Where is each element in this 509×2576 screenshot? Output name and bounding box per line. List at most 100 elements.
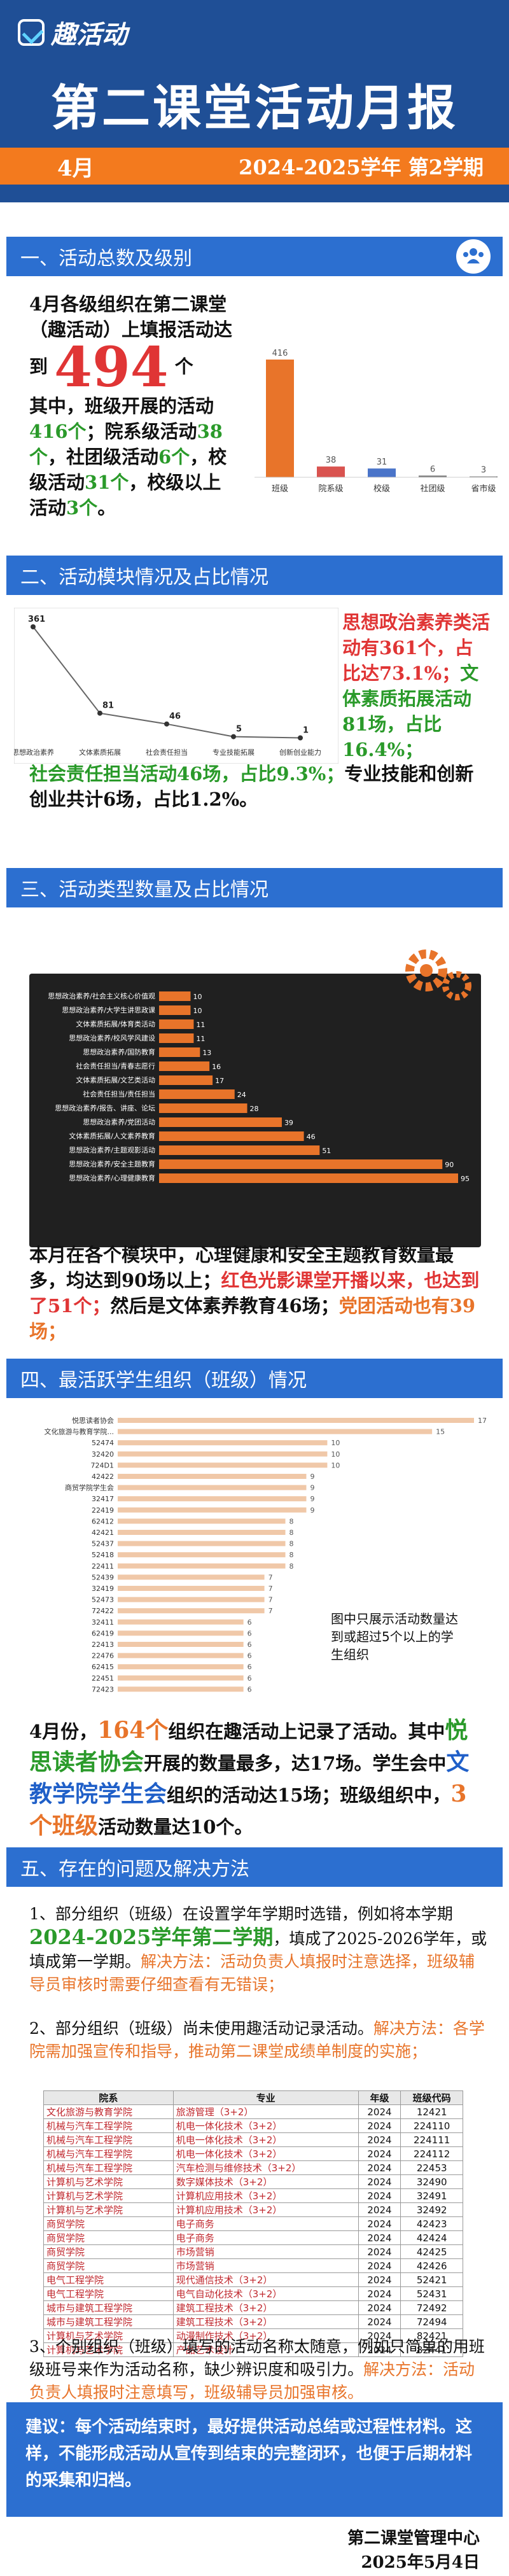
table-cell: 2024 bbox=[358, 2188, 401, 2203]
table-header-cell: 专业 bbox=[172, 2090, 359, 2105]
table-header-cell: 班级代码 bbox=[400, 2090, 463, 2105]
table-cell: 32492 bbox=[400, 2202, 463, 2217]
section-2-header: 二、活动模块情况及占比情况 bbox=[6, 556, 503, 595]
s4-text: 4月份，164个组织在趣活动上记录了活动。其中悦思读者协会开展的数量最多，达17… bbox=[29, 1715, 487, 1842]
bar bbox=[118, 1630, 244, 1636]
section-1-title: 一、活动总数及级别 bbox=[20, 248, 192, 270]
table-row: 商贸学院 电子商务 2024 42424 bbox=[43, 2230, 463, 2245]
category-label: 724D1 bbox=[91, 1461, 114, 1469]
category-label: 文体素质拓展 bbox=[79, 748, 121, 757]
table-cell: 计算机应用技术（3+2） bbox=[172, 2188, 359, 2203]
table-cell: 32491 bbox=[400, 2188, 463, 2203]
table-cell: 市场营销 bbox=[172, 2258, 359, 2273]
bar bbox=[159, 1089, 235, 1099]
table-row: 机械与汽车工程学院 汽车检测与维修技术（3+2） 2024 22453 bbox=[43, 2160, 463, 2175]
bar bbox=[159, 1033, 194, 1043]
category-label: 思想政治素养/国防教育 bbox=[83, 1047, 155, 1056]
bar bbox=[118, 1653, 244, 1658]
table-cell: 电气工程学院 bbox=[43, 2272, 174, 2287]
category-label: 52439 bbox=[92, 1573, 114, 1581]
s2-side-text: 思想政治素养类活动有361个，占比达73.1%；文体素质拓展活动81场，占比16… bbox=[342, 610, 490, 762]
issue-1-term: 2024-2025学年第二学期 bbox=[29, 1925, 274, 1949]
section-2-title: 二、活动模块情况及占比情况 bbox=[20, 566, 268, 589]
type-chart-panel bbox=[29, 974, 481, 1247]
bar bbox=[159, 1061, 210, 1071]
bar bbox=[118, 1642, 244, 1647]
category-label: 省市级 bbox=[471, 484, 496, 494]
table-cell: 计算机应用技术（3+2） bbox=[172, 2202, 359, 2217]
category-label: 社团级 bbox=[420, 484, 445, 494]
bar bbox=[159, 991, 191, 1001]
s4-hl: 悦思读者协会 bbox=[29, 1717, 468, 1775]
s4-p3: 开展的数量最多，达17场。学生会中 bbox=[144, 1753, 447, 1774]
table-cell: 产品艺术设计 bbox=[172, 2342, 359, 2357]
table-row: 商贸学院 市场营销 2024 42426 bbox=[43, 2258, 463, 2273]
bar bbox=[118, 1563, 286, 1569]
bar bbox=[118, 1507, 307, 1513]
bar-value-label: 46 bbox=[307, 1133, 316, 1141]
total-count: 494 bbox=[54, 335, 169, 400]
category-label: 文体素质拓展/体育类活动 bbox=[76, 1019, 155, 1028]
bar-value-label: 90 bbox=[445, 1161, 454, 1169]
s4-p5: 活动数量达10个。 bbox=[98, 1816, 253, 1838]
bar-value-label: 31 bbox=[377, 458, 387, 467]
table-cell: 42426 bbox=[400, 2258, 463, 2273]
bar-value-label: 39 bbox=[284, 1119, 293, 1127]
category-label: 思想政治素养/安全主题教育 bbox=[69, 1159, 155, 1168]
gear-icon bbox=[405, 949, 471, 1000]
table-cell: 82441 bbox=[400, 2342, 463, 2357]
table-cell: 商贸学院 bbox=[43, 2216, 174, 2231]
table-cell: 建筑工程技术（3+2） bbox=[172, 2314, 359, 2329]
s3-text: 本月在各个模块中，心理健康和安全主题教育数量最多，均达到90场以上；红色光影课堂… bbox=[29, 1242, 487, 1344]
table-cell: 电子商务 bbox=[172, 2216, 359, 2231]
table-cell: 2024 bbox=[358, 2118, 401, 2133]
table-cell: 市场营销 bbox=[172, 2244, 359, 2259]
bar bbox=[368, 468, 396, 477]
data-label: 5 bbox=[236, 725, 242, 734]
table-header: 院系 专业 年级 班级代码 bbox=[43, 2090, 463, 2105]
s4-hl3: 3个班级 bbox=[29, 1781, 467, 1839]
data-point bbox=[97, 710, 102, 716]
bar-value-label: 8 bbox=[289, 1529, 294, 1537]
bar bbox=[118, 1664, 244, 1670]
s2-r1: 思想政治素养类活动有361个，占比达73.1%； bbox=[342, 612, 491, 684]
s4-p4: 组织的活动达15场；班级组织中， bbox=[167, 1784, 451, 1806]
category-label: 72422 bbox=[92, 1607, 114, 1615]
table-cell: 2024 bbox=[358, 2160, 401, 2175]
table-cell: 汽车检测与维修技术（3+2） bbox=[172, 2160, 359, 2175]
table-cell: 42424 bbox=[400, 2230, 463, 2245]
bar bbox=[118, 1597, 265, 1602]
table-cell: 机械与汽车工程学院 bbox=[43, 2132, 174, 2147]
category-label: 52418 bbox=[92, 1551, 114, 1559]
bar-value-label: 6 bbox=[248, 1641, 252, 1649]
bar bbox=[118, 1440, 328, 1446]
category-label: 院系级 bbox=[318, 484, 343, 494]
table-cell: 机械与汽车工程学院 bbox=[43, 2160, 174, 2175]
bar bbox=[118, 1429, 433, 1434]
bar-value-label: 28 bbox=[250, 1105, 259, 1113]
table-cell: 电子商务 bbox=[172, 2230, 359, 2245]
s1-v3: 6个 bbox=[158, 446, 190, 468]
table-cell: 42425 bbox=[400, 2244, 463, 2259]
table-cell: 2024 bbox=[358, 2202, 401, 2217]
table-row: 电气工程学院 现代通信技术（3+2） 2024 52421 bbox=[43, 2272, 463, 2287]
table-cell: 42423 bbox=[400, 2216, 463, 2231]
s1-p5: ，校级以上活动 bbox=[29, 472, 221, 519]
table-cell: 旅游管理（3+2） bbox=[172, 2104, 359, 2119]
s3-b: 红色光影课堂开播以来，也达到了51个； bbox=[29, 1270, 480, 1317]
table-cell: 文化旅游与教育学院 bbox=[43, 2104, 174, 2119]
table-cell: 2024 bbox=[358, 2244, 401, 2259]
bar bbox=[317, 466, 345, 477]
table-cell: 72494 bbox=[400, 2314, 463, 2329]
total-unit: 个 bbox=[174, 356, 193, 377]
month-label: 4月 bbox=[57, 155, 94, 181]
bar-value-label: 24 bbox=[237, 1091, 246, 1099]
data-label: 81 bbox=[102, 701, 114, 711]
bar-value-label: 10 bbox=[331, 1439, 340, 1447]
category-label: 思想政治素养/校风学风建设 bbox=[69, 1033, 155, 1042]
s1-lead: 4月各级组织在第二课堂（趣活动）上填报活动达到 bbox=[29, 293, 233, 377]
s4-hl2: 文教学院学生会 bbox=[29, 1749, 470, 1807]
bar-value-label: 6 bbox=[248, 1618, 252, 1627]
bar-value-label: 51 bbox=[322, 1147, 331, 1155]
section-1-header: 一、活动总数及级别 bbox=[6, 237, 503, 276]
